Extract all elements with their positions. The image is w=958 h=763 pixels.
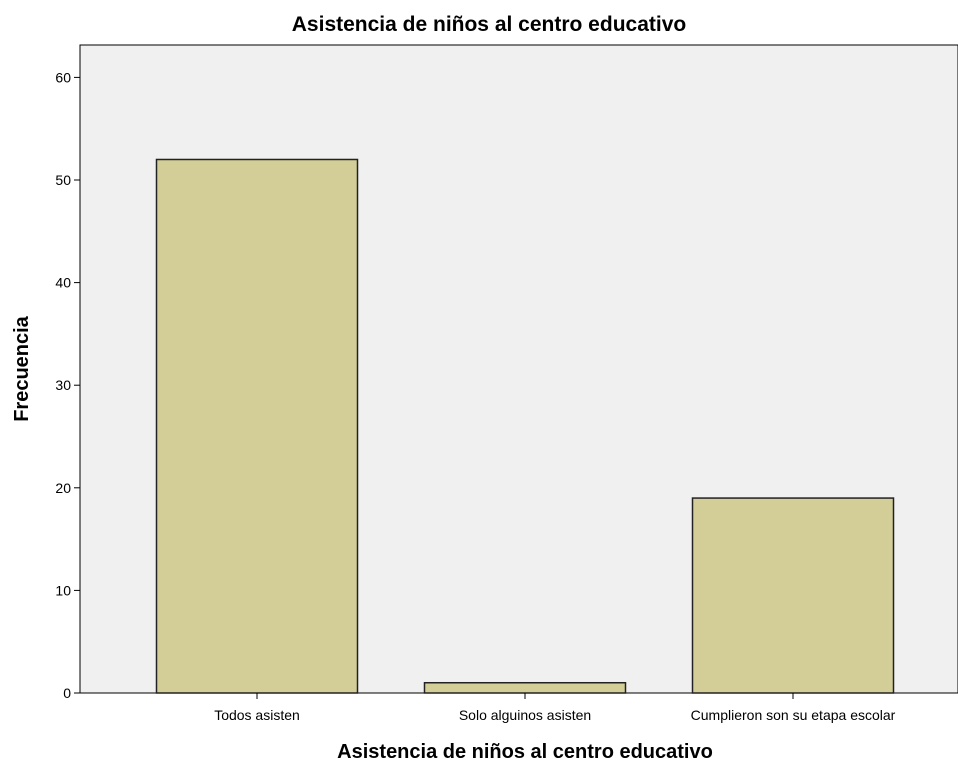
bars-group bbox=[155, 158, 895, 694]
bar-0 bbox=[155, 158, 359, 694]
y-axis: 0 10 20 30 40 50 60 bbox=[55, 69, 80, 701]
y-tick-label-0: 0 bbox=[63, 685, 71, 701]
bar-1 bbox=[423, 681, 627, 694]
y-tick-label-4: 40 bbox=[55, 275, 71, 291]
y-tick-label-3: 30 bbox=[55, 377, 71, 393]
y-tick-label-1: 10 bbox=[55, 582, 71, 598]
y-axis-title: Frecuencia bbox=[11, 315, 33, 421]
x-tick-label-0: Todos asisten bbox=[214, 707, 300, 723]
x-tick-label-2: Cumplieron son su etapa escolar bbox=[691, 707, 896, 723]
x-axis: Todos asisten Solo alguinos asisten Cumpli… bbox=[214, 693, 896, 723]
chart-title: Asistencia de niños al centro educativo bbox=[292, 13, 686, 36]
bar-2 bbox=[691, 497, 895, 694]
x-axis-title: Asistencia de niños al centro educativo bbox=[337, 741, 713, 763]
x-tick-label-1: Solo alguinos asisten bbox=[459, 707, 591, 723]
y-tick-label-2: 20 bbox=[55, 480, 71, 496]
y-tick-label-5: 50 bbox=[55, 172, 71, 188]
y-tick-label-6: 60 bbox=[55, 69, 71, 85]
